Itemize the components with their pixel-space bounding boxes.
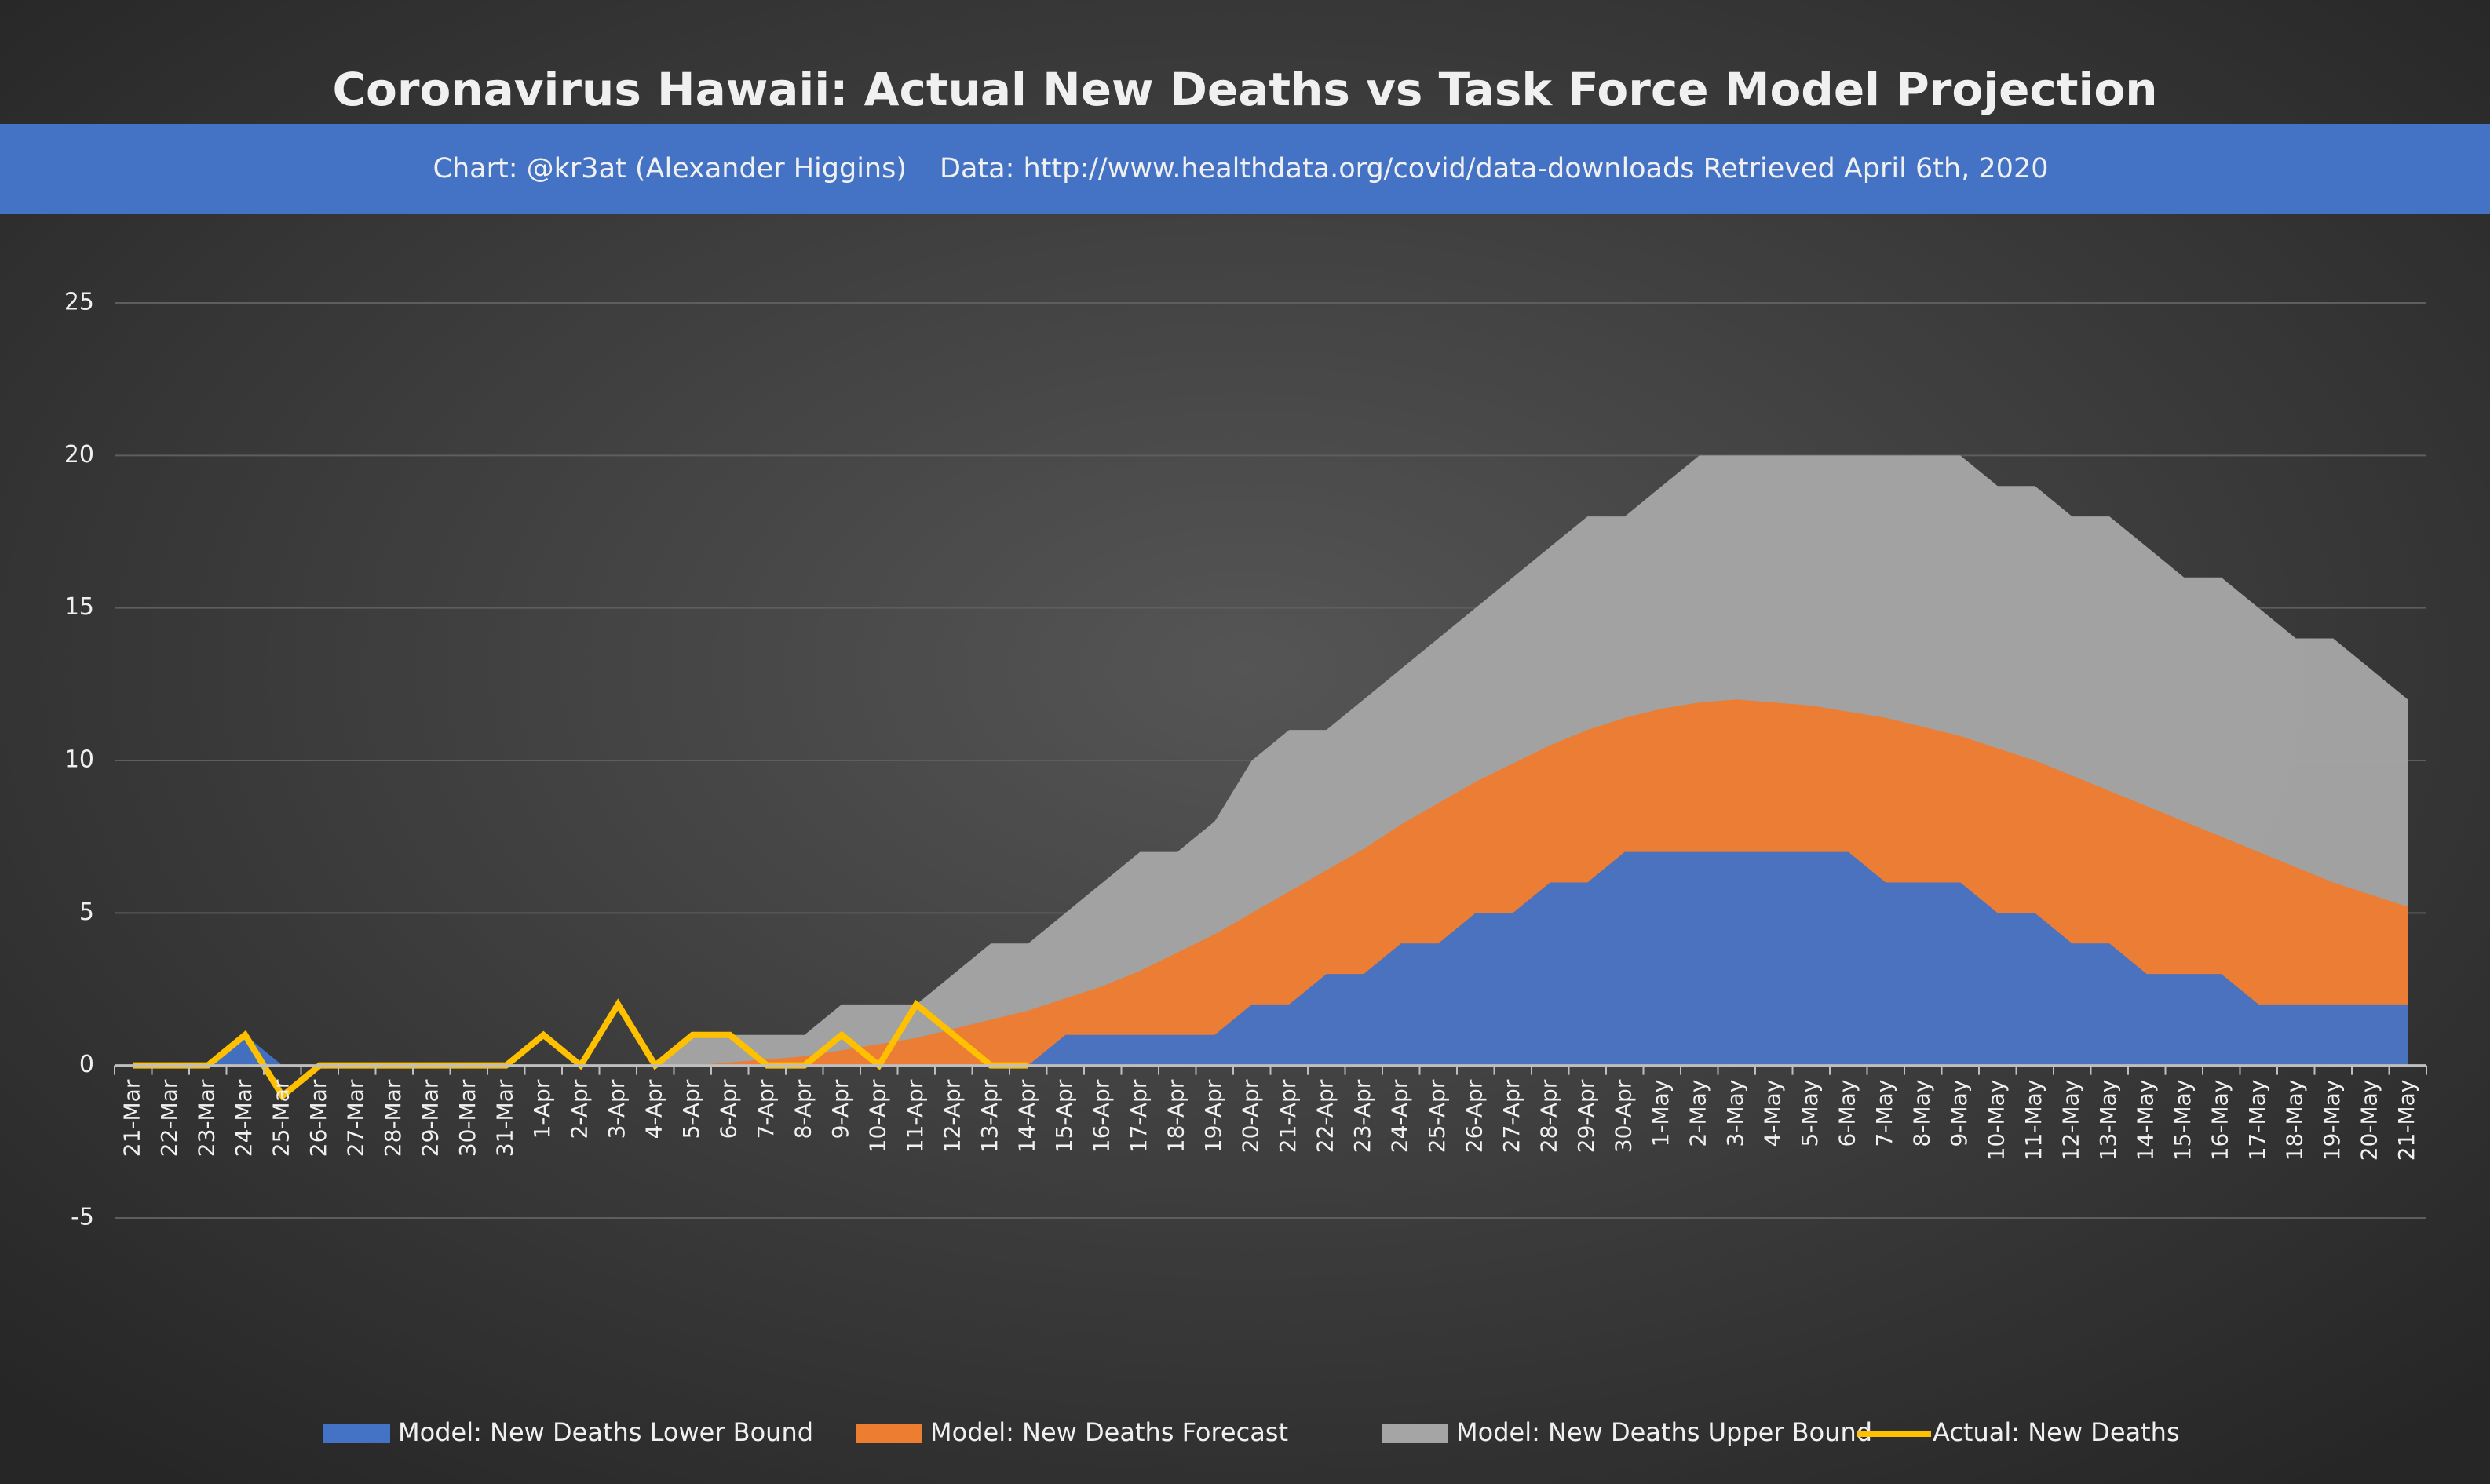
- x-tick-label: 15-May: [2170, 1080, 2196, 1161]
- y-tick-label: -5: [71, 1204, 94, 1231]
- x-tick-label: 10-Apr: [865, 1079, 891, 1153]
- x-tick-label: 8-May: [1909, 1080, 1935, 1147]
- x-tick-label: 21-Mar: [119, 1079, 145, 1157]
- x-tick-label: 11-May: [2021, 1080, 2046, 1161]
- x-tick-label: 2-May: [1685, 1080, 1711, 1147]
- x-tick-label: 30-Apr: [1611, 1079, 1637, 1153]
- area: [133, 851, 2408, 1066]
- x-tick-label: 1-May: [1648, 1080, 1674, 1147]
- x-tick-label: 19-May: [2319, 1080, 2345, 1161]
- x-tick-label: 25-Mar: [268, 1079, 294, 1157]
- y-tick-label: 20: [64, 441, 94, 469]
- x-tick-label: 26-Mar: [305, 1079, 331, 1157]
- x-tick-label: 14-May: [2133, 1080, 2159, 1161]
- x-tick-label: 17-May: [2244, 1080, 2270, 1161]
- x-tick-label: 31-Mar: [492, 1079, 518, 1157]
- x-tick-label: 21-May: [2393, 1080, 2419, 1161]
- x-tick-label: 9-May: [1946, 1080, 1972, 1147]
- x-tick-label: 22-Apr: [1313, 1079, 1338, 1153]
- x-tick-label: 9-Apr: [827, 1079, 853, 1139]
- x-tick-label: 13-Apr: [977, 1079, 1002, 1153]
- x-tick-label: 21-Apr: [1275, 1079, 1301, 1153]
- x-tick-label: 10-May: [1984, 1080, 2010, 1161]
- x-tick-label: 6-May: [1835, 1080, 1860, 1147]
- x-tick-label: 18-May: [2282, 1080, 2308, 1161]
- legend-label: Actual: New Deaths: [1933, 1417, 2180, 1447]
- subtitle-band: [0, 124, 2490, 214]
- y-tick-label: 0: [79, 1051, 94, 1078]
- x-tick-label: 5-May: [1797, 1080, 1823, 1147]
- x-tick-label: 23-Mar: [194, 1079, 220, 1157]
- x-tick-label: 27-Apr: [1499, 1079, 1524, 1153]
- x-tick-label: 23-Apr: [1349, 1079, 1375, 1153]
- x-tick-label: 28-Mar: [380, 1079, 406, 1157]
- x-tick-label: 7-May: [1871, 1080, 1897, 1147]
- x-tick-label: 27-Mar: [343, 1079, 369, 1157]
- x-tick-label: 26-Apr: [1462, 1079, 1488, 1153]
- legend-label: Model: New Deaths Upper Bound: [1456, 1417, 1872, 1447]
- legend-label: Model: New Deaths Forecast: [930, 1417, 1288, 1447]
- legend-swatch: [856, 1424, 922, 1443]
- x-tick-label: 24-Mar: [231, 1079, 257, 1157]
- chart-title: Coronavirus Hawaii: Actual New Deaths vs…: [332, 63, 2157, 116]
- x-tick-label: 24-Apr: [1387, 1079, 1413, 1153]
- x-tick-label: 18-Apr: [1163, 1079, 1189, 1153]
- x-tick-label: 1-Apr: [529, 1079, 555, 1139]
- x-tick-label: 2-Apr: [567, 1079, 593, 1139]
- legend-swatch: [323, 1424, 390, 1443]
- x-tick-label: 12-May: [2058, 1080, 2084, 1161]
- x-tick-label: 14-Apr: [1014, 1079, 1040, 1153]
- x-tick-label: 25-Apr: [1424, 1079, 1450, 1153]
- x-tick-label: 20-May: [2357, 1080, 2382, 1161]
- x-tick-label: 22-Mar: [156, 1079, 182, 1157]
- x-tick-label: 16-Apr: [1089, 1079, 1115, 1153]
- x-tick-label: 4-May: [1760, 1080, 1786, 1147]
- x-tick-label: 5-Apr: [678, 1079, 704, 1139]
- x-tick-label: 8-Apr: [790, 1079, 816, 1139]
- y-tick-label: 15: [64, 593, 94, 621]
- x-tick-label: 29-Apr: [1573, 1079, 1599, 1153]
- x-tick-label: 19-Apr: [1200, 1079, 1226, 1153]
- x-tick-label: 7-Apr: [753, 1079, 779, 1139]
- x-tick-label: 20-Apr: [1238, 1079, 1264, 1153]
- x-tick-label: 4-Apr: [641, 1079, 667, 1139]
- chart-subtitle: Chart: @kr3at (Alexander Higgins): [433, 153, 907, 184]
- x-tick-label: 3-May: [1722, 1080, 1748, 1147]
- x-tick-label: 29-Mar: [418, 1079, 444, 1157]
- x-tick-label: 30-Mar: [455, 1079, 480, 1157]
- x-tick-label: 15-Apr: [1051, 1079, 1077, 1153]
- legend-swatch: [1382, 1424, 1448, 1443]
- legend-label: Model: New Deaths Lower Bound: [398, 1417, 813, 1447]
- x-tick-label: 16-May: [2207, 1080, 2233, 1161]
- y-tick-label: 10: [64, 746, 94, 774]
- x-tick-label: 28-Apr: [1536, 1079, 1562, 1153]
- x-tick-label: 17-Apr: [1126, 1079, 1152, 1153]
- x-tick-label: 12-Apr: [940, 1079, 966, 1153]
- x-tick-label: 3-Apr: [604, 1079, 630, 1139]
- x-tick-label: 13-May: [2095, 1080, 2121, 1161]
- chart-source: Data: http://www.healthdata.org/covid/da…: [940, 153, 2048, 184]
- x-tick-label: 6-Apr: [716, 1079, 742, 1139]
- y-tick-label: 25: [64, 289, 94, 316]
- x-tick-label: 11-Apr: [902, 1079, 928, 1153]
- y-tick-label: 5: [79, 899, 94, 926]
